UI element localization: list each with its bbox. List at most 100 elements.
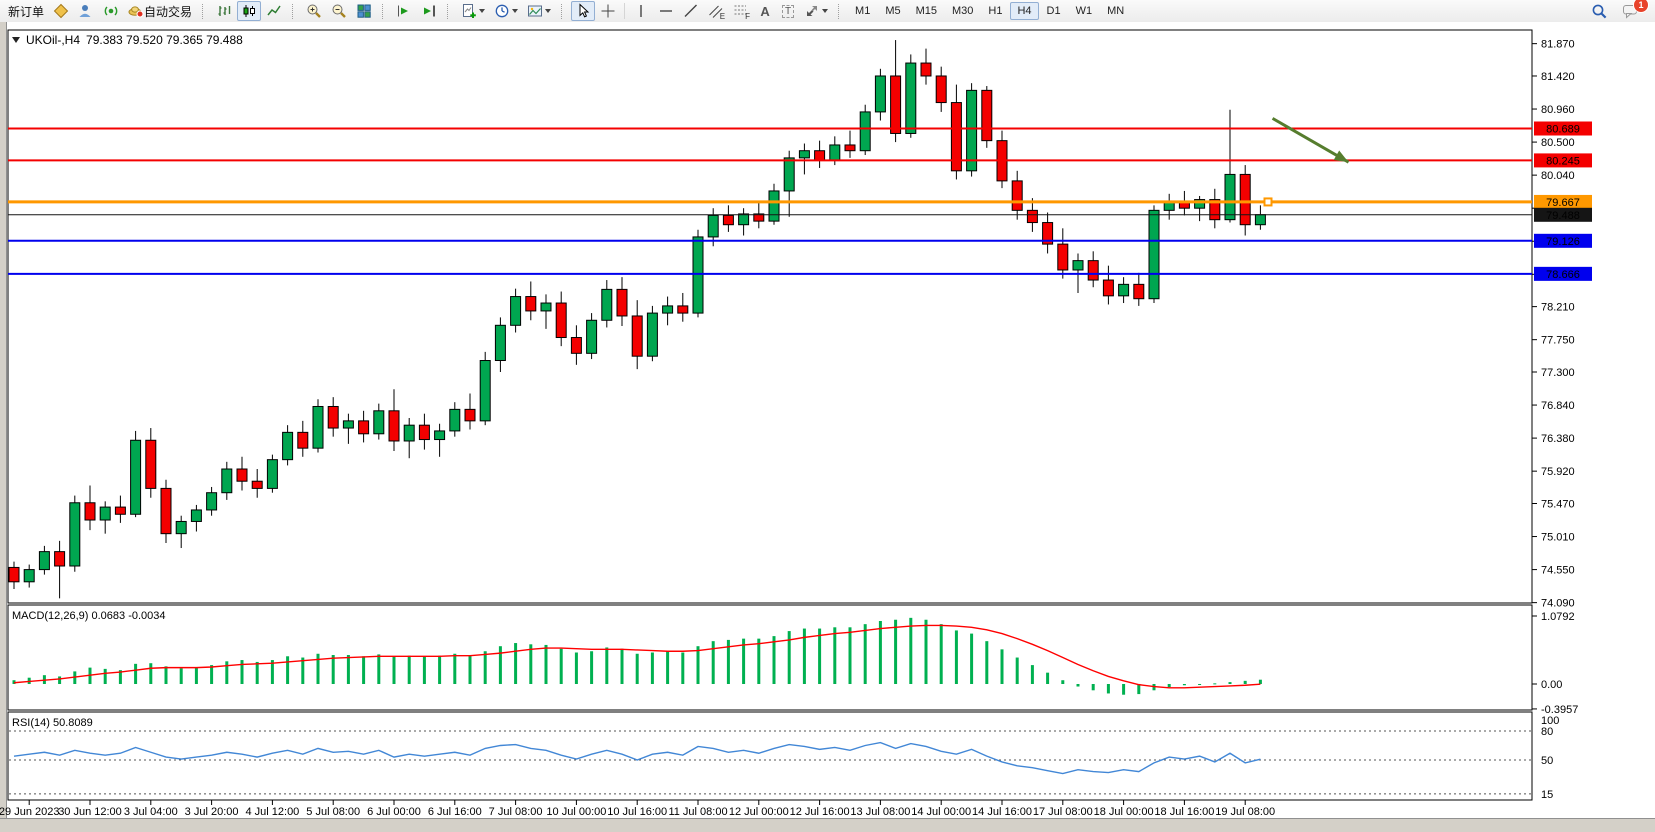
- bear-candle[interactable]: [1026, 209, 1038, 224]
- bear-candle[interactable]: [1011, 180, 1023, 211]
- bull-candle[interactable]: [1072, 260, 1084, 271]
- bear-candle[interactable]: [358, 420, 370, 435]
- bull-candle[interactable]: [540, 302, 552, 312]
- autotrade-button[interactable]: 自动交易: [124, 1, 196, 21]
- auto-scroll-button[interactable]: [392, 1, 416, 21]
- timeframe-mn[interactable]: MN: [1107, 5, 1125, 17]
- bull-candle[interactable]: [449, 408, 461, 432]
- text-tool-button[interactable]: A: [754, 1, 776, 21]
- timeframe-h4[interactable]: H4: [1010, 2, 1039, 20]
- bear-candle[interactable]: [1042, 222, 1054, 245]
- line-chart-button[interactable]: [262, 1, 286, 21]
- bear-candle[interactable]: [1102, 279, 1114, 297]
- bull-candle[interactable]: [692, 236, 704, 314]
- bear-candle[interactable]: [418, 424, 430, 441]
- candlestick-chart-button[interactable]: [237, 1, 262, 21]
- bear-candle[interactable]: [677, 305, 689, 314]
- bull-candle[interactable]: [601, 288, 613, 321]
- arrows-tool-button[interactable]: [800, 1, 832, 21]
- zoom-out-button[interactable]: [327, 1, 351, 21]
- bull-candle[interactable]: [69, 502, 81, 567]
- macd-panel[interactable]: [7, 604, 1533, 711]
- level-drag-handle[interactable]: [1263, 197, 1273, 207]
- bull-candle[interactable]: [1194, 199, 1206, 209]
- bear-candle[interactable]: [570, 337, 582, 354]
- text-label-tool-button[interactable]: T: [777, 1, 799, 21]
- timeframe-m30[interactable]: M30: [952, 5, 974, 17]
- bull-candle[interactable]: [266, 459, 278, 489]
- bear-candle[interactable]: [981, 89, 993, 142]
- chart-canvas[interactable]: 81.87081.42080.96080.50080.04079.58079.1…: [0, 22, 1655, 832]
- bull-candle[interactable]: [23, 569, 35, 583]
- bear-candle[interactable]: [890, 75, 902, 134]
- bull-candle[interactable]: [282, 431, 294, 461]
- bear-candle[interactable]: [555, 302, 567, 339]
- bull-candle[interactable]: [707, 214, 719, 238]
- timeframe-m1[interactable]: M1: [855, 5, 871, 17]
- bull-candle[interactable]: [1254, 214, 1266, 226]
- bull-candle[interactable]: [1118, 283, 1130, 297]
- bear-candle[interactable]: [388, 410, 400, 442]
- trendline-tool-button[interactable]: [679, 1, 703, 21]
- bar-chart-button[interactable]: [212, 1, 236, 21]
- bull-candle[interactable]: [221, 468, 233, 494]
- bear-candle[interactable]: [935, 75, 947, 104]
- bull-candle[interactable]: [190, 509, 202, 522]
- bull-candle[interactable]: [738, 213, 750, 226]
- bull-candle[interactable]: [403, 424, 415, 442]
- bull-candle[interactable]: [434, 430, 446, 441]
- bull-candle[interactable]: [646, 312, 658, 357]
- bear-candle[interactable]: [327, 405, 339, 429]
- bull-candle[interactable]: [966, 89, 978, 172]
- timeframe-m15[interactable]: M15: [915, 5, 937, 17]
- bear-candle[interactable]: [297, 431, 309, 449]
- bull-candle[interactable]: [206, 492, 218, 511]
- bear-candle[interactable]: [920, 62, 932, 77]
- bear-candle[interactable]: [631, 315, 643, 357]
- bull-candle[interactable]: [905, 62, 917, 134]
- bull-candle[interactable]: [1148, 209, 1160, 300]
- bull-candle[interactable]: [783, 157, 795, 192]
- rsi-panel[interactable]: [7, 711, 1533, 801]
- bear-candle[interactable]: [525, 296, 537, 312]
- search-button[interactable]: [1587, 1, 1612, 21]
- bear-candle[interactable]: [84, 502, 96, 521]
- timeframe-h1[interactable]: H1: [988, 5, 1003, 17]
- equidistant-channel-tool-button[interactable]: E: [704, 1, 728, 21]
- cursor-tool-button[interactable]: [571, 1, 596, 21]
- zoom-in-button[interactable]: [302, 1, 326, 21]
- bull-candle[interactable]: [874, 75, 886, 113]
- bull-candle[interactable]: [175, 520, 187, 535]
- templates-button[interactable]: [523, 1, 555, 21]
- main-price-panel[interactable]: [7, 29, 1533, 604]
- bull-candle[interactable]: [510, 296, 522, 326]
- bear-candle[interactable]: [814, 150, 826, 161]
- bear-candle[interactable]: [464, 408, 476, 422]
- bear-candle[interactable]: [1087, 260, 1099, 281]
- bull-candle[interactable]: [479, 360, 491, 422]
- timeframe-m5[interactable]: M5: [885, 5, 901, 17]
- signal-button[interactable]: [99, 1, 123, 21]
- bear-candle[interactable]: [54, 551, 66, 567]
- bull-candle[interactable]: [38, 551, 50, 571]
- bear-candle[interactable]: [145, 439, 157, 489]
- chart-shift-button[interactable]: [417, 1, 441, 21]
- fibonacci-tool-button[interactable]: F: [729, 1, 753, 21]
- chart-dropdown-caret[interactable]: [12, 37, 20, 43]
- bull-candle[interactable]: [798, 150, 810, 159]
- bull-candle[interactable]: [342, 420, 354, 429]
- bull-candle[interactable]: [99, 506, 111, 521]
- vertical-line-tool-button[interactable]: [629, 1, 653, 21]
- bear-candle[interactable]: [1133, 283, 1145, 300]
- bull-candle[interactable]: [829, 144, 841, 161]
- crosshair-tool-button[interactable]: [596, 1, 620, 21]
- bull-candle[interactable]: [768, 190, 780, 222]
- bear-candle[interactable]: [950, 102, 962, 172]
- bull-candle[interactable]: [130, 439, 142, 515]
- bear-candle[interactable]: [753, 213, 765, 222]
- bear-candle[interactable]: [1057, 243, 1069, 271]
- bear-candle[interactable]: [160, 487, 172, 535]
- bear-candle[interactable]: [236, 468, 248, 482]
- horizontal-line-tool-button[interactable]: [654, 1, 678, 21]
- tile-windows-button[interactable]: [352, 1, 376, 21]
